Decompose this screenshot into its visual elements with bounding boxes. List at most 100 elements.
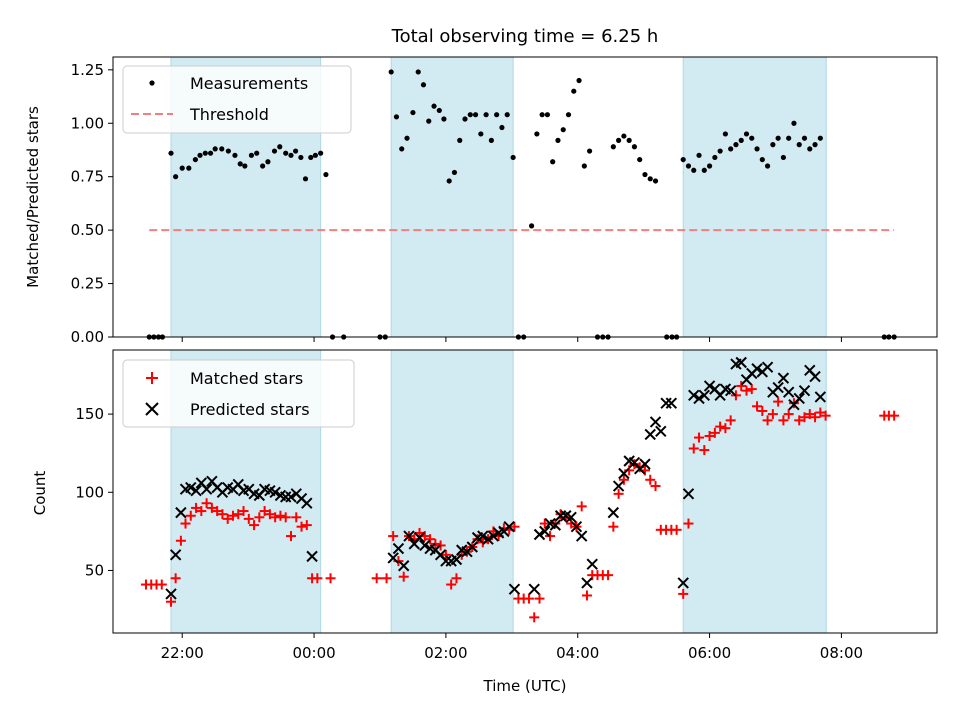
measurements-point (260, 163, 266, 169)
measurements-point (581, 163, 587, 169)
predicted-stars-point-d2 (482, 533, 494, 545)
matched-stars-point (170, 573, 181, 584)
matched-stars-point (725, 415, 736, 426)
matched-stars-point (249, 520, 260, 531)
predicted-stars-point (724, 384, 737, 397)
measurements-point (283, 150, 289, 156)
y-tick-label: 100 (75, 483, 104, 501)
predicted-stars-point-d2 (528, 583, 540, 595)
measurements-point (431, 103, 437, 109)
predicted-stars-point (419, 539, 431, 552)
measurements-point (555, 137, 561, 143)
legend-threshold-label: Threshold (189, 105, 269, 124)
predicted-stars-point (487, 530, 500, 542)
measurements-point (292, 148, 299, 154)
measurements-point (807, 146, 813, 152)
matched-stars-point (301, 520, 312, 531)
predicted-stars-point (777, 372, 790, 384)
predicted-stars-point-d2 (285, 491, 297, 503)
matched-stars-point (398, 571, 409, 582)
matched-stars-point (425, 534, 436, 545)
matched-stars-point (180, 518, 191, 529)
matched-stars-point (645, 474, 656, 485)
matched-stars-point (778, 415, 789, 426)
measurements-point (404, 135, 410, 141)
predicted-stars-point (688, 389, 700, 402)
predicted-stars-point (618, 467, 630, 480)
matched-stars-point (678, 588, 689, 599)
matched-stars-point (650, 481, 661, 492)
measurements-point (323, 171, 329, 178)
measurements-point (483, 112, 489, 118)
measurements-point (457, 137, 463, 143)
predicted-stars-point-d2 (264, 485, 276, 497)
bottom-y-axis-label: Count (31, 471, 49, 516)
predicted-stars-point-d2 (424, 542, 436, 555)
matched-stars-point (799, 412, 810, 423)
predicted-stars-point (175, 506, 187, 519)
matched-stars-point (222, 513, 233, 524)
predicted-stars-point (698, 389, 711, 402)
measurements-point (186, 165, 192, 171)
predicted-stars-point (751, 363, 763, 375)
measurements-point (298, 154, 304, 161)
matched-stars-point (608, 521, 619, 532)
predicted-stars-point-d2 (782, 386, 795, 398)
measurements-point (550, 159, 556, 165)
predicted-stars-point-d2 (398, 560, 410, 572)
matched-stars-point (233, 509, 244, 520)
measurements-point (451, 169, 458, 176)
y-tick-label: 50 (85, 561, 104, 579)
matched-stars-point (576, 501, 587, 512)
matched-stars-point (720, 423, 731, 434)
measurements-point (312, 152, 318, 158)
predicted-stars-point (165, 588, 177, 600)
matched-stars-point (762, 415, 773, 426)
measurements-point (754, 146, 760, 152)
predicted-stars-point-d2 (466, 541, 478, 553)
predicted-stars-point-d2 (804, 364, 816, 377)
predicted-stars-point (570, 520, 583, 533)
measurements-point (706, 163, 713, 169)
matched-stars-point (285, 531, 296, 542)
matched-stars-point (613, 488, 624, 499)
predicted-stars-point-d2 (709, 383, 721, 395)
x-tick-label: 06:00 (688, 644, 731, 662)
measurements-point (770, 142, 776, 148)
predicted-stars-point (477, 530, 489, 542)
predicted-stars-point-d2 (434, 549, 447, 561)
predicted-stars-point-d2 (456, 544, 468, 556)
predicted-stars-point-d2 (301, 497, 313, 509)
matched-stars-point (312, 573, 323, 584)
measurements-point (749, 135, 755, 141)
matched-stars-point (270, 512, 281, 523)
matched-stars-point (618, 474, 629, 485)
measurements-point (571, 88, 577, 94)
bottom-legend: Matched stars Predicted stars (122, 359, 355, 428)
predicted-stars-point-d2 (612, 480, 625, 492)
predicted-stars-point-d2 (503, 520, 515, 533)
predicted-stars-point-d2 (165, 588, 177, 600)
measurements-point (786, 135, 792, 141)
measurements-point (701, 167, 707, 173)
matched-stars-point (815, 407, 826, 418)
matched-stars-point (175, 535, 186, 546)
predicted-stars-point (565, 511, 577, 524)
predicted-stars-point-d2 (413, 531, 426, 544)
measurements-point (791, 120, 797, 126)
measurements-point (219, 146, 225, 152)
measurements-point (610, 144, 616, 150)
matched-stars-point (243, 513, 254, 524)
top-axes-frame (112, 56, 938, 338)
matched-stars-point (291, 512, 302, 523)
measurements-point (544, 112, 551, 118)
measurements-point (179, 165, 185, 171)
predicted-stars-point-d2 (677, 577, 689, 589)
predicted-stars-point (655, 425, 667, 438)
legend-measurements-label: Measurements (190, 74, 308, 93)
matched-stars-point (440, 549, 451, 560)
matched-stars-point (280, 512, 291, 523)
measurements-point (393, 114, 400, 120)
measurements-point (478, 131, 484, 137)
